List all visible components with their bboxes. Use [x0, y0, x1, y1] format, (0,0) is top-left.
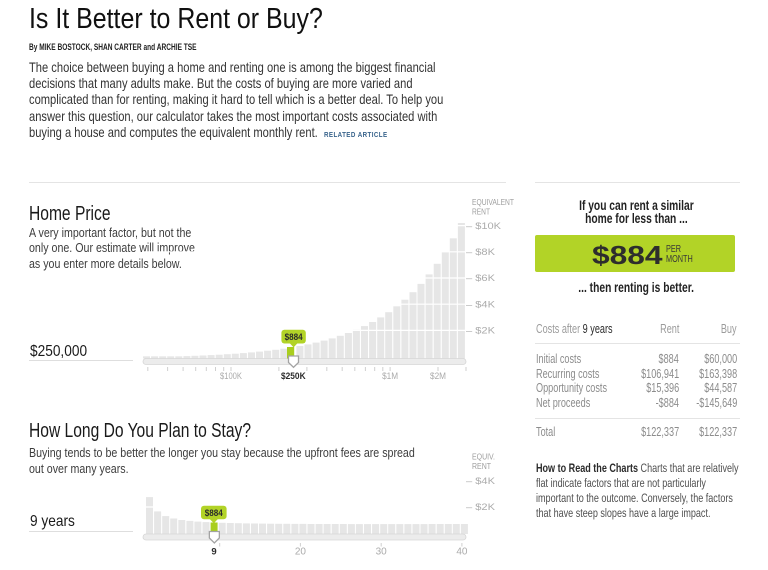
svg-text:40: 40	[456, 547, 468, 558]
svg-text:$2M: $2M	[430, 371, 446, 382]
svg-text:– $8K: – $8K	[466, 247, 496, 258]
svg-text:– $6K: – $6K	[466, 273, 496, 284]
svg-text:$250K: $250K	[281, 371, 306, 382]
svg-text:$884: $884	[285, 332, 304, 343]
svg-text:9: 9	[211, 547, 216, 558]
svg-text:EQUIV.: EQUIV.	[472, 452, 495, 461]
svg-text:$884: $884	[205, 508, 224, 519]
svg-text:$1M: $1M	[382, 371, 398, 382]
svg-text:$100K: $100K	[220, 371, 243, 382]
svg-text:– $10K: – $10K	[466, 221, 502, 232]
svg-text:– $4K: – $4K	[466, 299, 496, 310]
svg-text:RENT: RENT	[472, 462, 491, 471]
svg-text:– $2K: – $2K	[466, 326, 496, 337]
svg-text:RENT: RENT	[472, 208, 490, 217]
svg-text:30: 30	[376, 547, 388, 558]
svg-text:– $2K: – $2K	[466, 502, 496, 513]
svg-text:– $4K: – $4K	[466, 476, 496, 487]
svg-text:20: 20	[295, 547, 307, 558]
svg-text:EQUIVALENT: EQUIVALENT	[472, 198, 514, 207]
